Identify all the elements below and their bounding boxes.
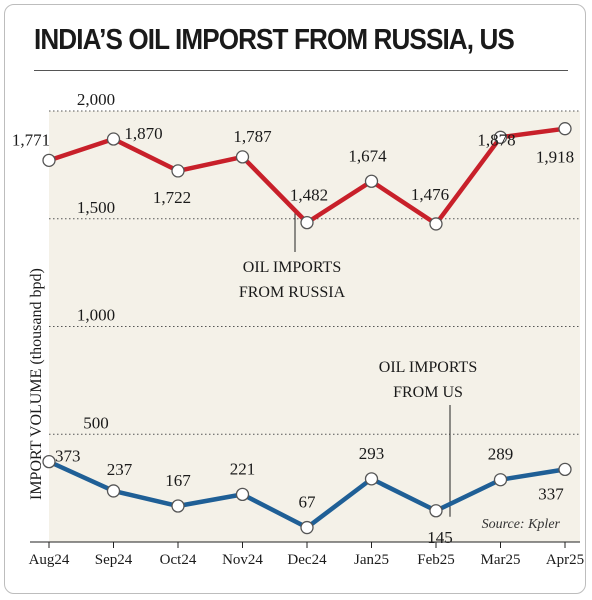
data-label: 237 xyxy=(107,460,133,479)
data-label: 67 xyxy=(299,493,317,512)
annotation-label: OIL IMPORTS xyxy=(379,359,477,376)
data-point xyxy=(364,174,379,188)
data-point xyxy=(42,153,56,167)
data-point xyxy=(493,130,508,144)
data-point xyxy=(235,150,250,164)
data-point xyxy=(42,454,56,469)
annotation-label: FROM US xyxy=(393,384,463,401)
data-label: 167 xyxy=(165,471,191,490)
data-label: 1,870 xyxy=(124,124,162,143)
data-label: 1,771 xyxy=(12,130,50,149)
x-tick-label: Sep24 xyxy=(95,552,133,568)
x-tick-label: Aug24 xyxy=(29,552,70,568)
data-label: 289 xyxy=(488,445,514,464)
data-point xyxy=(429,504,443,518)
data-label: 221 xyxy=(230,459,256,478)
data-label: 145 xyxy=(427,528,453,547)
y-tick-label: 1,000 xyxy=(77,306,115,325)
data-point xyxy=(106,132,121,146)
data-label: 293 xyxy=(359,444,385,463)
x-tick-label: Mar25 xyxy=(481,552,521,568)
annotation-label: OIL IMPORTS xyxy=(243,259,341,276)
y-tick-label: 1,500 xyxy=(77,198,115,217)
data-label: 1,878 xyxy=(477,130,515,149)
data-point xyxy=(429,217,443,231)
y-tick-label: 500 xyxy=(83,413,109,432)
data-point xyxy=(171,499,185,513)
y-axis-label: IMPORT VOLUME (thousand bpd) xyxy=(28,268,45,500)
data-label: 1,674 xyxy=(348,146,387,165)
chart-title: INDIA’S OIL IMPORST FROM RUSSIA, US xyxy=(34,24,515,56)
data-label: 1,787 xyxy=(233,127,272,146)
x-tick-label: Nov24 xyxy=(222,552,263,568)
data-point xyxy=(235,487,250,502)
annotation-label: FROM RUSSIA xyxy=(239,284,346,301)
data-point xyxy=(300,520,314,535)
data-point xyxy=(106,484,121,498)
data-label: 1,722 xyxy=(153,188,191,207)
data-point xyxy=(171,164,185,178)
data-point xyxy=(364,472,379,486)
data-point xyxy=(558,462,572,477)
x-tick-label: Dec24 xyxy=(287,552,327,568)
source-note: Source: Kpler xyxy=(482,517,561,532)
data-point xyxy=(493,473,508,487)
data-label: 1,476 xyxy=(411,185,449,204)
x-tick-label: Oct24 xyxy=(160,552,197,568)
data-label: 337 xyxy=(538,484,564,503)
x-tick-label: Jan25 xyxy=(354,552,389,568)
x-tick-label: Feb25 xyxy=(417,552,455,568)
title-divider xyxy=(34,70,568,71)
data-point xyxy=(558,122,572,136)
data-point xyxy=(300,215,314,230)
x-tick-label: Apr25 xyxy=(546,552,584,568)
data-label: 1,482 xyxy=(290,186,328,205)
data-label: 373 xyxy=(55,447,81,466)
data-label: 1,918 xyxy=(536,148,574,167)
y-tick-label: 2,000 xyxy=(77,90,115,109)
